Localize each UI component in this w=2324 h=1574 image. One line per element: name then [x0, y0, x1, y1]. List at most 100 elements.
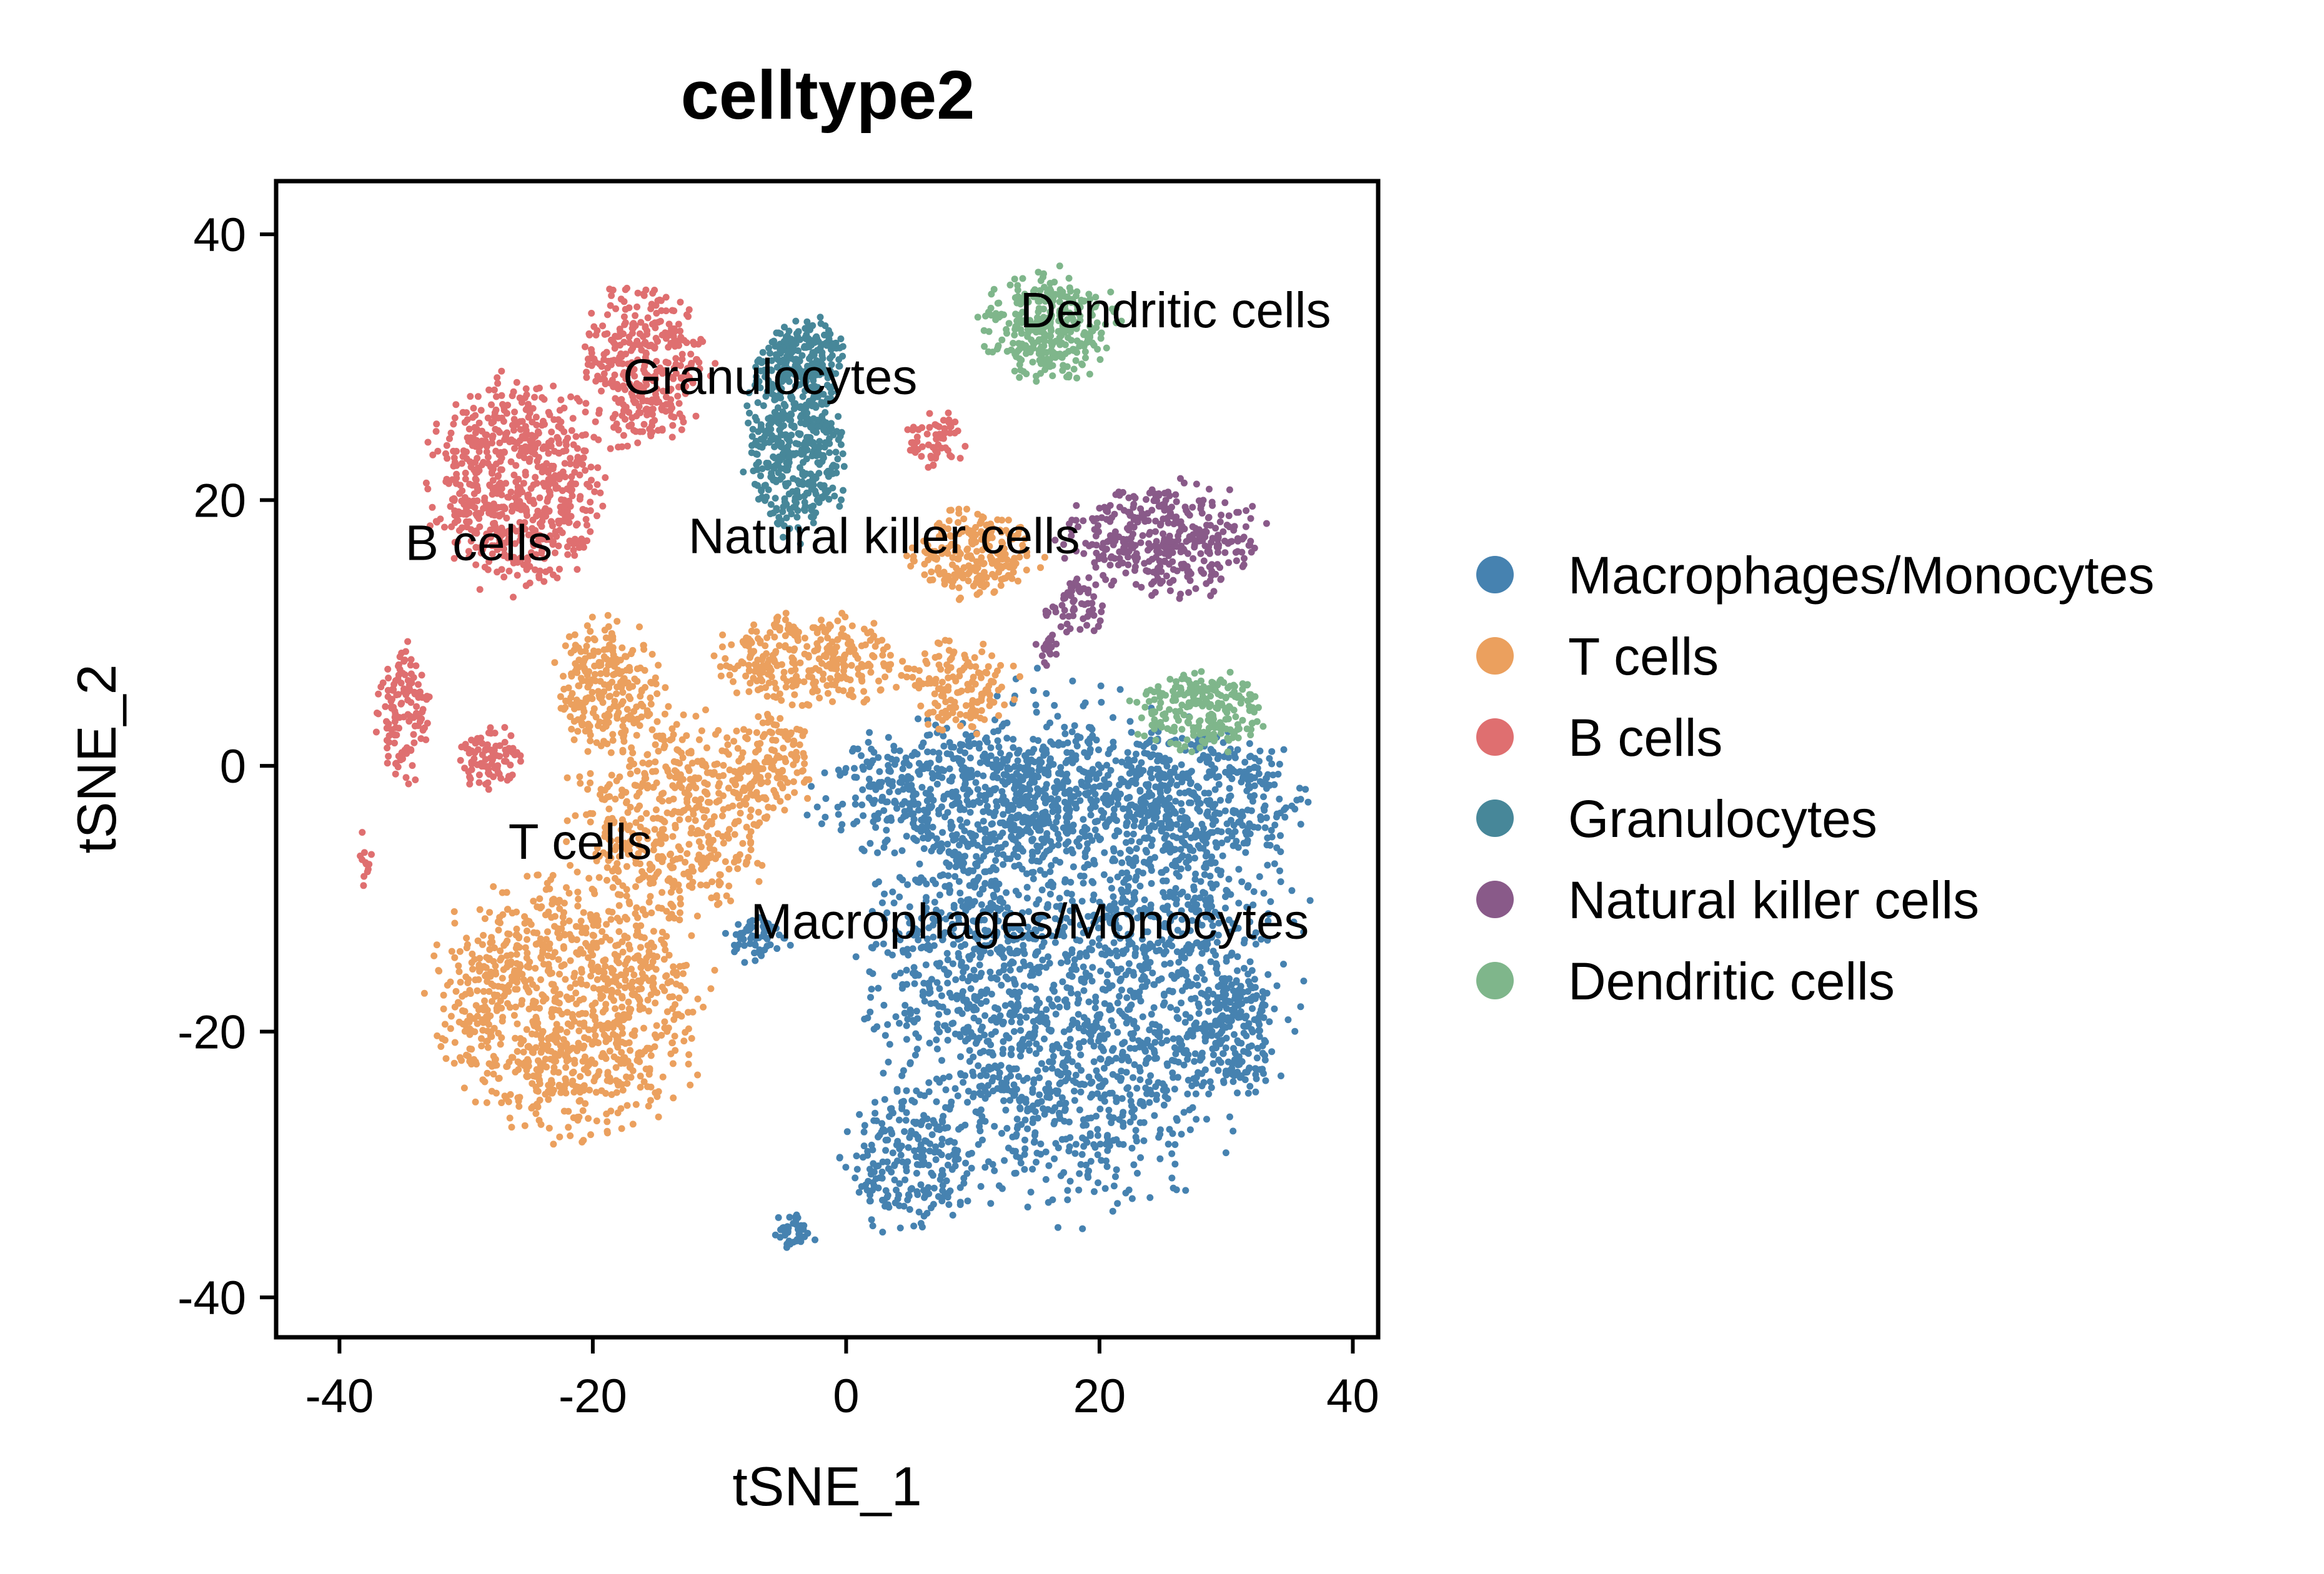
cell-point: [1190, 883, 1198, 891]
cell-point: [733, 945, 740, 953]
cell-point: [1040, 851, 1048, 858]
cell-point: [564, 1020, 572, 1027]
cell-point: [946, 1187, 954, 1195]
cell-point: [1250, 888, 1258, 895]
cell-point: [608, 771, 615, 779]
cell-point: [1198, 1054, 1206, 1061]
cell-point: [725, 785, 732, 792]
cell-point: [1139, 1099, 1146, 1106]
cell-point: [911, 980, 918, 987]
cell-point: [485, 1060, 493, 1067]
cell-point: [945, 1201, 953, 1208]
cell-point: [1077, 1088, 1085, 1096]
cell-point: [602, 1001, 610, 1008]
cell-point: [1045, 1080, 1052, 1087]
cell-point: [1148, 1091, 1155, 1098]
cell-point: [642, 974, 649, 981]
cell-point: [1087, 1079, 1095, 1087]
cell-point: [652, 741, 659, 748]
cell-point: [699, 806, 707, 814]
cell-point: [534, 903, 541, 911]
cell-point: [885, 1204, 893, 1211]
cell-point: [928, 1131, 936, 1139]
cell-point: [961, 837, 968, 844]
cell-point: [1218, 828, 1225, 836]
cell-point: [1026, 780, 1033, 788]
cell-point: [1223, 820, 1231, 828]
cell-point: [1101, 1000, 1108, 1007]
cell-point: [792, 1218, 800, 1225]
cell-point: [618, 938, 626, 946]
cell-point: [933, 1098, 940, 1106]
cell-point: [618, 1024, 626, 1032]
cell-point: [935, 1002, 943, 1010]
cell-point: [783, 1244, 790, 1251]
cell-point: [986, 949, 994, 957]
cell-point: [915, 715, 921, 723]
cell-point: [1246, 918, 1254, 926]
cell-point: [1192, 1090, 1199, 1097]
cell-point: [1010, 736, 1017, 743]
cell-point: [886, 1126, 894, 1134]
cell-point: [535, 1117, 543, 1124]
cell-point: [1078, 1151, 1086, 1158]
cell-point: [629, 1121, 637, 1128]
cell-point: [1024, 1107, 1031, 1115]
cell-point: [1164, 1141, 1172, 1148]
cell-point: [923, 1210, 931, 1217]
cell-point: [870, 1179, 876, 1186]
cell-point: [1274, 771, 1282, 778]
cell-point: [1147, 1043, 1155, 1051]
cell-point: [1197, 878, 1204, 885]
cell-point: [1261, 802, 1269, 809]
cell-point: [1225, 876, 1233, 883]
cell-point: [1139, 818, 1146, 826]
cell-point: [1277, 1072, 1284, 1079]
cell-point: [652, 1031, 658, 1039]
cell-point: [1037, 1151, 1045, 1158]
cell-point: [1256, 873, 1263, 880]
cell-point: [1066, 919, 1074, 926]
cell-point: [910, 1018, 918, 1026]
cell-point: [587, 973, 595, 980]
cell-point: [973, 859, 981, 867]
cell-point: [925, 791, 933, 799]
cell-point: [535, 871, 542, 879]
cell-point: [990, 773, 996, 781]
cell-point: [491, 1056, 499, 1064]
cell-point: [1249, 1005, 1256, 1012]
cell-point: [1085, 1073, 1093, 1081]
cell-point: [932, 1156, 940, 1164]
cell-point: [948, 1020, 956, 1027]
cell-point: [1128, 1144, 1136, 1152]
cell-point: [964, 843, 971, 850]
cell-point: [940, 732, 947, 740]
cell-point: [1058, 959, 1065, 967]
cell-point: [1046, 959, 1053, 967]
cell-point: [993, 1019, 1000, 1026]
cell-point: [565, 917, 573, 924]
cell-point: [1088, 978, 1096, 985]
cell-point: [587, 914, 595, 921]
cell-point: [513, 960, 520, 967]
cell-point: [1186, 799, 1193, 806]
cell-point: [1039, 814, 1046, 822]
cell-point: [577, 923, 585, 931]
cell-point: [897, 1151, 905, 1159]
cell-point: [951, 1162, 959, 1170]
cell-point: [1021, 1166, 1028, 1173]
cell-point: [1151, 815, 1158, 823]
cell-point: [966, 755, 974, 761]
cell-point: [1246, 765, 1253, 773]
cell-point: [1096, 1011, 1104, 1018]
cell-point: [1028, 869, 1036, 876]
cell-point: [1049, 1002, 1056, 1010]
cell-point: [466, 1012, 474, 1020]
cell-point: [1063, 984, 1071, 991]
cell-point: [1053, 1090, 1061, 1097]
cell-point: [662, 973, 669, 980]
cell-point: [1223, 985, 1231, 992]
cell-point: [602, 963, 609, 970]
cell-point: [913, 1153, 920, 1161]
cell-point: [568, 936, 575, 943]
